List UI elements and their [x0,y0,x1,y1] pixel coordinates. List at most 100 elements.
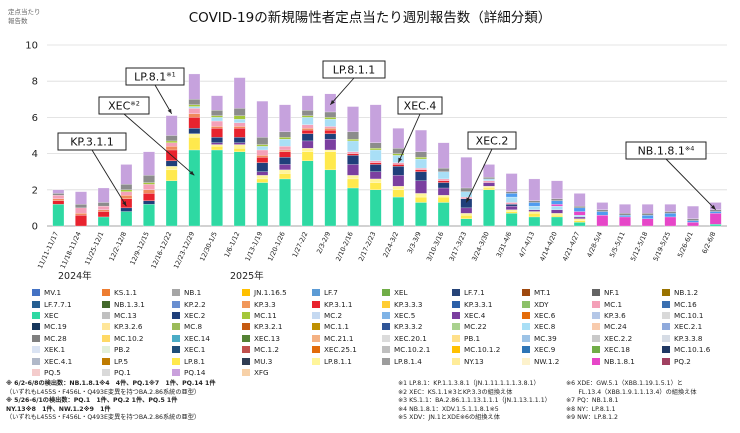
bar-segment [256,149,269,156]
bar-segment [188,99,201,105]
note-line: ※1 LP.8.1：KP.1.1.3.8.1（JN.1.11.1.1.1.3.8… [398,380,540,387]
bar-segment [505,193,518,198]
bar-segment [143,151,155,176]
x-tick-label: 4/28-5/4 [585,230,604,258]
legend-swatch [172,323,180,331]
annotation-box [467,131,517,150]
legend-swatch [242,334,250,342]
x-tick-label: 5/26-6/1 [676,230,695,258]
bar-segment [505,211,518,214]
legend-swatch [102,311,110,319]
bar-segment [437,171,450,180]
legend-label: LF.7.1 [464,288,485,298]
legend-swatch [522,300,530,308]
annotation-arrowhead [711,205,716,210]
legend-label: MC.1.2 [254,345,279,355]
legend-label: MC.22 [464,322,487,332]
bar-segment [596,209,609,212]
legend-label: XEC.14 [184,333,210,343]
bar-segment [211,110,223,116]
legend-item: MC.1 [592,298,662,309]
annotations: KP.3.1.1 LP.8.1※1 XEC※2 LP.8.1.1 XEC.4 XEC.2 N… [57,60,716,211]
legend-swatch [382,334,390,342]
bar-segment [596,215,609,227]
legend-swatch [662,311,670,319]
bar-segment [75,204,87,209]
bar-segment [347,131,359,140]
bar-segment [120,195,133,199]
legend-item: XEC.6 [522,310,592,321]
legend-swatch [242,289,250,297]
annotation-label: LP.8.1※1 [134,71,176,84]
bar-segment [641,218,654,227]
bar-segment [664,204,677,212]
legend-label: XEC.2.2 [604,333,633,343]
x-tick-label: 2/3-2/9 [315,230,332,254]
bar-segment [460,198,473,209]
bar-segment [392,162,405,165]
bar-segment [415,129,427,152]
legend-swatch [312,346,320,354]
bar-segment [301,117,314,125]
legend-swatch [32,311,40,319]
notes-middle: ※1 LP.8.1：KP.1.1.3.8.1（JN.1.11.1.1.1.3.8… [398,380,551,423]
legend-swatch [32,323,40,331]
x-tick-label: 3/17-3/23 [448,230,469,262]
annotation-arrow [329,77,355,106]
legend-label: NB.1 [184,288,202,298]
legend-swatch [312,311,320,319]
bar-segment [165,146,178,151]
legend-label: MC.10.1.6 [674,345,711,355]
bar-segment [347,187,359,227]
bar-segment [641,204,654,214]
legend-label: NY.13 [464,356,484,366]
legend-label: KP.3.2.6 [114,322,143,332]
legend-swatch [592,323,600,331]
bar-segment [143,200,155,205]
legend-swatch [452,334,460,342]
legend-swatch [382,300,390,308]
note-line: ※ 5/26-6/1の検出数：PQ.1 1件、PQ.2 1件、PQ.5 1件 [6,397,178,405]
x-tick-label: 11/25-12/1 [83,230,105,266]
x-tick-label: 4/14-4/20 [538,230,559,262]
bar-segment [301,95,314,111]
bar-segment [301,133,314,142]
bar-segment [641,215,654,219]
bar-segment [573,216,586,219]
bar-segment [211,120,223,127]
legend-item: LF.7.7.1 [32,298,102,309]
bar-segment [573,193,586,207]
legend-swatch [172,289,180,297]
bar-segment [437,195,450,198]
legend-item: NY.13 [452,355,522,366]
bar-segment [188,108,201,114]
legend-swatch [592,289,600,297]
bar-segment [324,133,337,140]
bar-segment [347,178,359,189]
legend-label: XEL [394,288,408,298]
bar-segment [392,164,405,167]
bar-segment [664,211,677,214]
legend-label: NW.1.2 [534,356,560,366]
x-tick-label: 6/2-6/8 [700,230,717,254]
bar-segment [324,129,337,134]
x-tick-label: 11/18-11/24 [59,230,83,269]
bar-segment [596,211,609,216]
legend-item: NF.1 [592,287,662,298]
bar-segment [573,222,586,227]
bar-segment [460,213,473,216]
bar-segment [233,144,246,149]
legend-label: LP.8.1.1 [324,356,352,366]
legend-swatch [102,346,110,354]
bar-segment [551,215,563,218]
bar-segment [347,175,359,180]
bar-segment [188,149,201,227]
legend-swatch [312,357,320,365]
x-tick-label: 5/19-5/25 [652,230,673,262]
note-line: ※3 KS.1.1：BA.2.86.1.1.13.1.1.1（JN.1.13.1… [398,397,551,405]
bar-segment [347,155,359,165]
annotation-arrowhead [189,170,195,176]
bar-segment [52,195,65,199]
legend-label: XEC.2 [184,310,206,320]
legend-item: PQ.2 [662,355,732,366]
